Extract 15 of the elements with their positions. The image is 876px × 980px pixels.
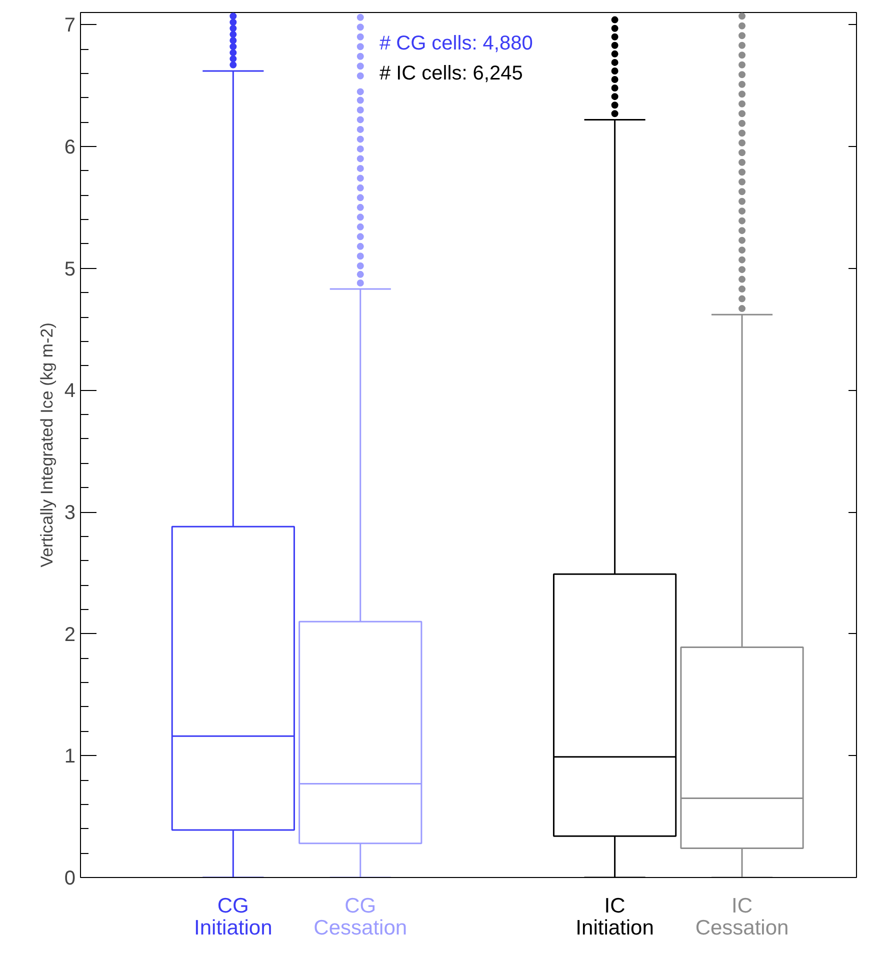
y-tick-label: 3	[64, 502, 76, 524]
y-tick-label: 6	[64, 136, 76, 159]
y-tick-label: 5	[64, 258, 76, 280]
annotation: # CG cells: 4,880	[379, 32, 533, 54]
x-tick-label: IC Cessation	[695, 894, 789, 940]
y-tick-label: 4	[64, 380, 76, 402]
y-tick-label: 0	[64, 868, 76, 890]
annotation: # IC cells: 6,245	[379, 62, 523, 84]
y-tick-label: 7	[64, 14, 76, 37]
y-tick-label: 2	[64, 624, 76, 646]
x-tick-label: CG Initiation	[194, 894, 272, 940]
y-axis-title: Vertically Integrated Ice (kg m-2)	[37, 322, 56, 568]
x-tick-label: IC Initiation	[576, 894, 654, 940]
x-tick-label: CG Cessation	[314, 894, 408, 940]
y-tick-label: 1	[64, 746, 76, 768]
